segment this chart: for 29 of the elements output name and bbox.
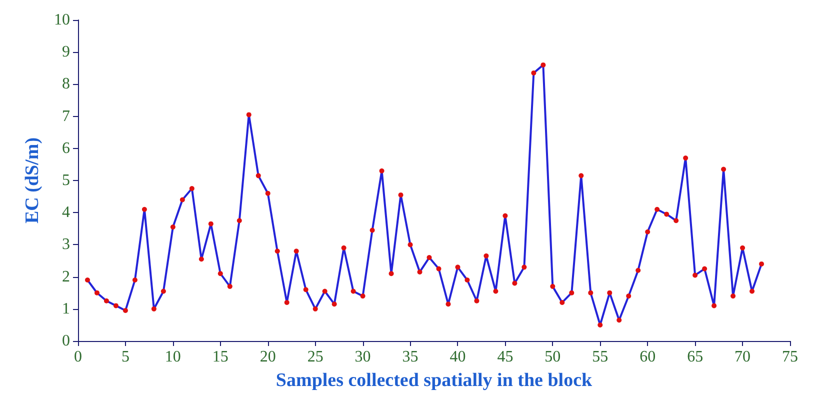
y-tick-label: 9 [62,44,70,61]
x-tick-label: 30 [354,348,371,366]
x-tick-label: 20 [260,348,276,366]
y-tick-label: 3 [62,236,70,254]
y-tick-label: 1 [62,300,70,318]
y-tick-label: 0 [62,332,70,350]
x-tick-label: 10 [164,348,181,366]
y-tick-label: 4 [62,204,70,222]
y-tick-label: 2 [62,268,70,286]
x-tick-label: 5 [121,348,130,366]
x-axis-title: Samples collected spatially in the block [276,370,592,391]
x-tick-label: 0 [74,348,82,366]
x-tick-label: 60 [640,348,656,366]
y-axis-title: EC (dS/m) [22,137,43,224]
y-tick-label: 5 [62,172,70,189]
y-tick-label: 8 [62,76,70,93]
y-tick-label: 10 [54,12,70,28]
x-tick-label: 70 [734,348,751,366]
y-tick-label: 7 [62,108,70,125]
x-tick-label: 65 [687,348,704,366]
x-tick-label: 45 [497,348,514,366]
x-tick-label: 55 [592,348,608,366]
y-tick-label: 6 [62,140,70,157]
x-tick-label: 40 [450,348,466,366]
x-tick-label: 75 [782,348,798,366]
x-tick-label: 50 [544,348,561,366]
x-tick-label: 35 [402,348,418,366]
x-tick-label: 15 [212,348,228,366]
x-tick-label: 25 [307,348,324,366]
